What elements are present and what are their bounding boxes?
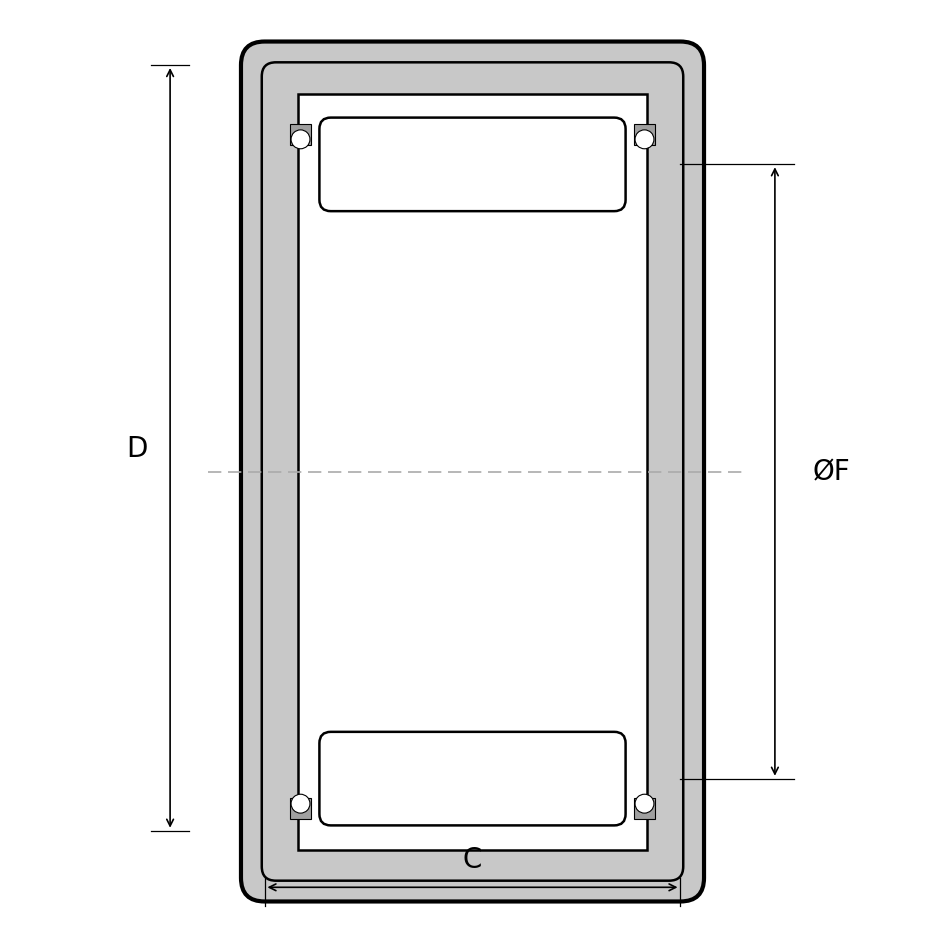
Circle shape [291, 131, 310, 150]
Circle shape [634, 131, 653, 150]
FancyBboxPatch shape [319, 733, 625, 825]
Circle shape [634, 795, 653, 813]
Bar [290, 126, 311, 146]
FancyBboxPatch shape [319, 119, 625, 212]
Text: D: D [126, 434, 147, 463]
Bar [297, 94, 647, 850]
Circle shape [291, 795, 310, 813]
Bar [633, 126, 654, 146]
FancyBboxPatch shape [241, 42, 703, 902]
Text: C: C [463, 845, 481, 873]
Bar [633, 799, 654, 819]
Text: ØF: ØF [812, 458, 850, 486]
Bar [290, 799, 311, 819]
